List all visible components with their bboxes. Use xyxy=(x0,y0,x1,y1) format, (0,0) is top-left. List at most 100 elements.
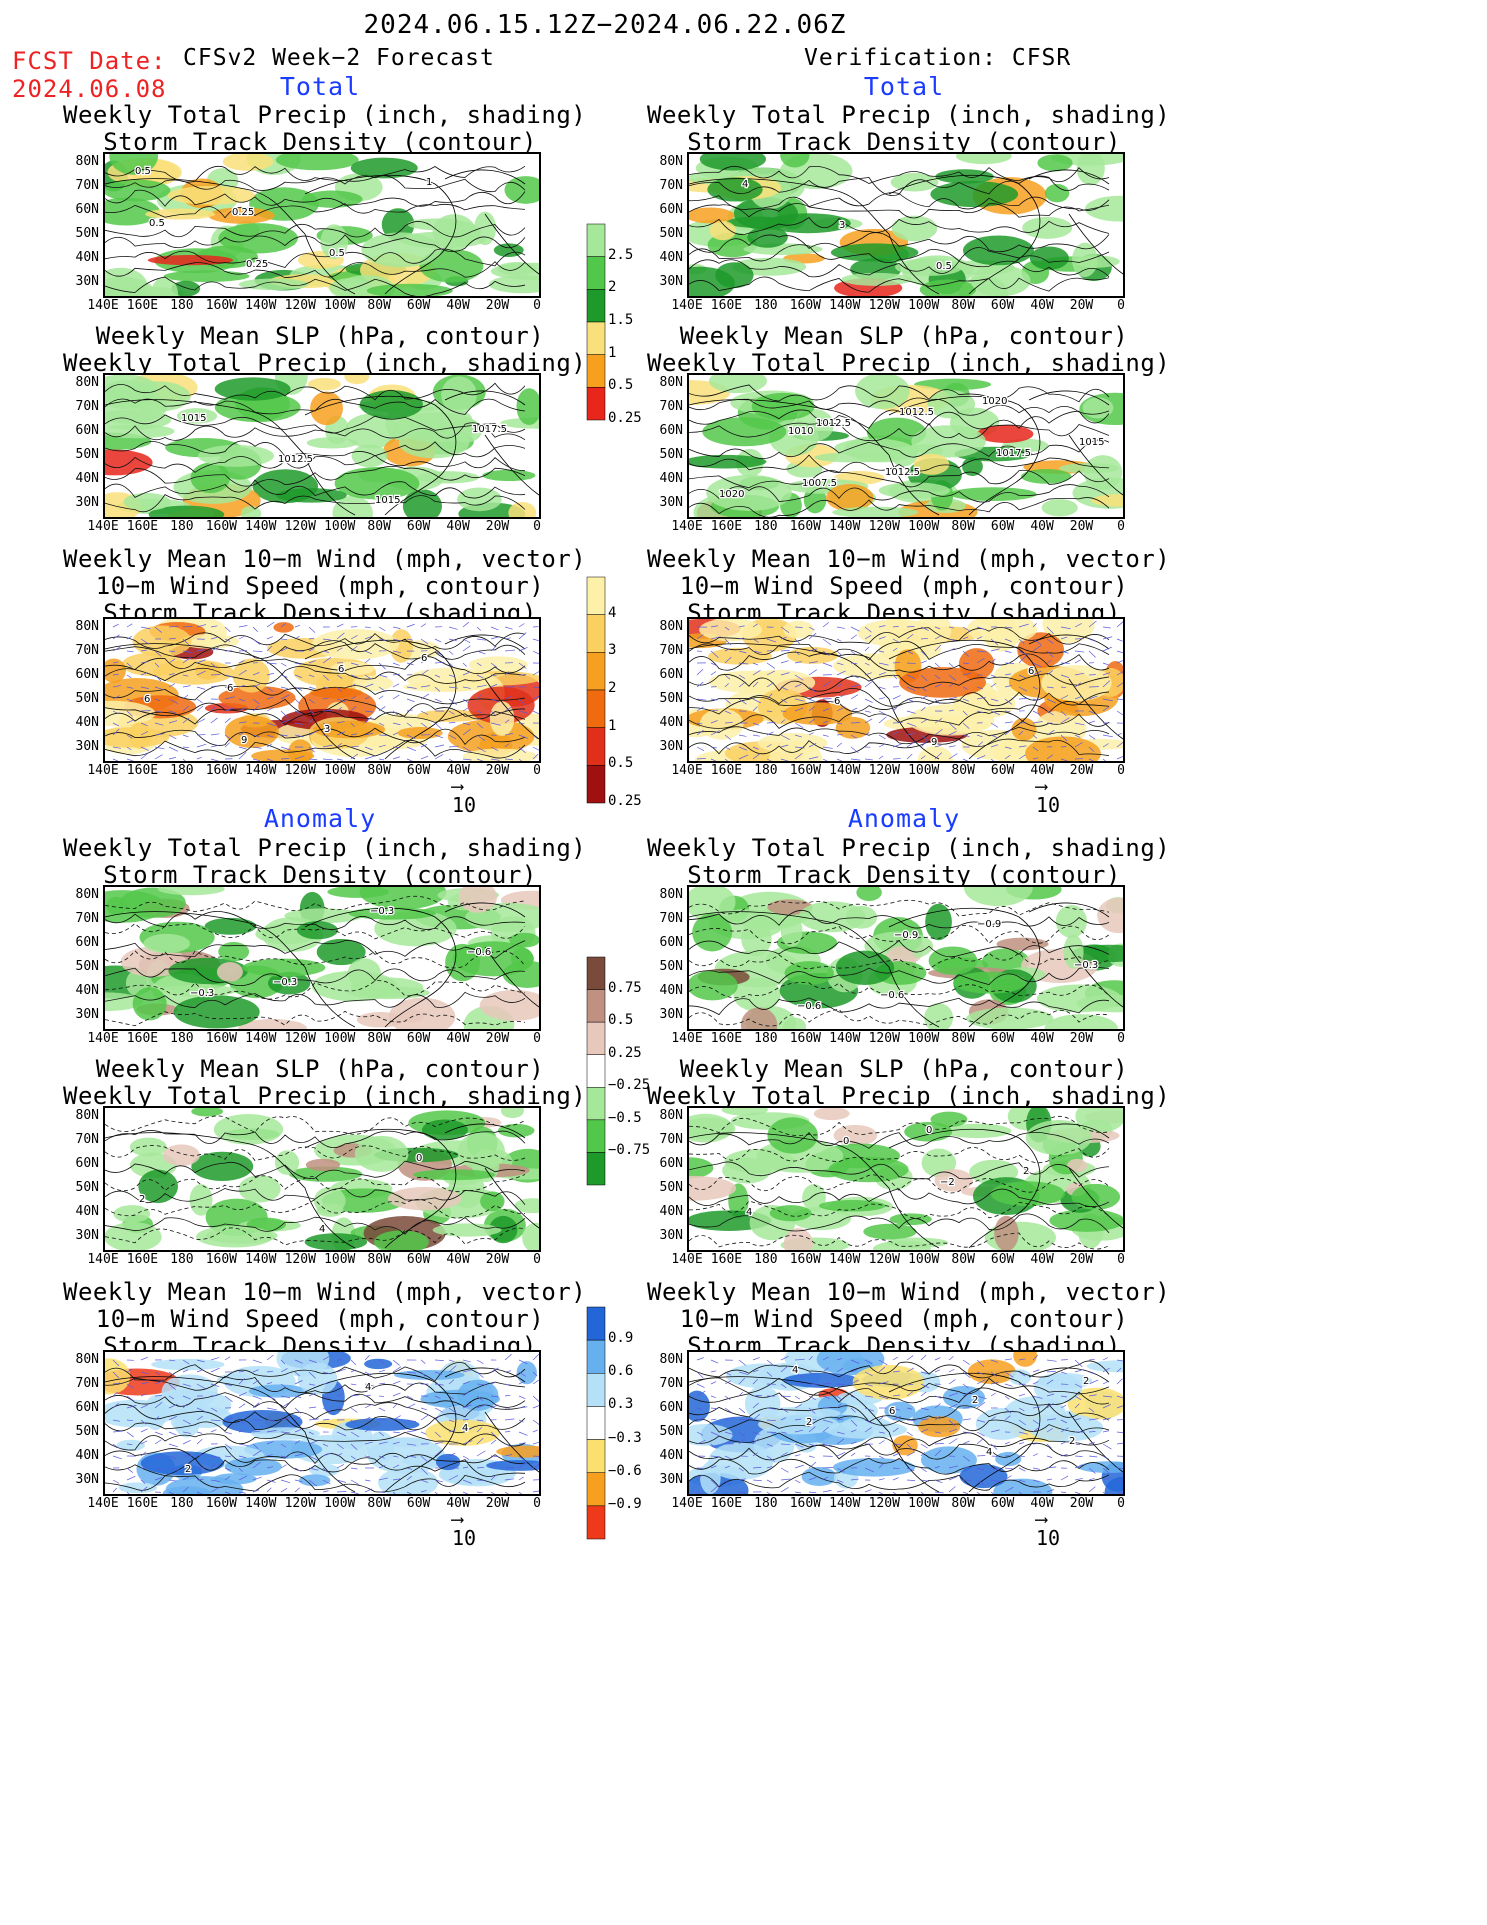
colorbar-label: 0.75 xyxy=(608,979,642,996)
map-field: −0.6 −0.9 −0.3 −0.6 −0.9 xyxy=(689,887,1123,1029)
lon-label: 40W xyxy=(1030,519,1054,534)
lon-label: 40W xyxy=(1030,1252,1054,1267)
lat-label: 50N xyxy=(659,1424,683,1439)
colorbar-label: 4 xyxy=(608,604,617,621)
lon-label: 160E xyxy=(710,1496,743,1511)
lon-label: 100W xyxy=(908,1496,940,1511)
lat-label: 80N xyxy=(659,1352,683,1367)
map-field: 6 9 6 xyxy=(689,619,1123,761)
lon-label: 20W xyxy=(485,763,510,778)
vector-reference: ⟶ 10 xyxy=(452,776,477,818)
lon-label: 140W xyxy=(829,298,861,313)
contour-label: 0 xyxy=(843,1136,849,1147)
lon-label: 120W xyxy=(868,1031,900,1046)
lon-label: 180 xyxy=(754,1252,778,1267)
colorbar-label: 2 xyxy=(608,279,617,296)
contour-label: 1020 xyxy=(719,489,744,500)
lon-label: 160W xyxy=(205,298,238,313)
panel-title-R2: Weekly Mean SLP (hPa, contour) Weekly Tot… xyxy=(647,322,1170,377)
colorbar-segment xyxy=(586,765,606,804)
map-field: 0.5 0.25 0.5 1 0.5 0.25 xyxy=(105,154,539,296)
lon-label: 140W xyxy=(829,1252,861,1267)
map-field: 4 4 2 xyxy=(105,1352,539,1494)
lon-label: 100W xyxy=(324,763,356,778)
lat-label: 30N xyxy=(659,739,683,754)
lon-label: 100W xyxy=(324,298,356,313)
right-anomaly-label: Anomaly xyxy=(847,804,961,833)
colorbar-label: 0.5 xyxy=(608,755,634,772)
lat-label: 30N xyxy=(659,1472,683,1487)
lon-label: 140W xyxy=(245,1496,277,1511)
lat-label: 70N xyxy=(75,911,99,926)
colorbar-label: −0.9 xyxy=(608,1495,642,1512)
lon-label: 20W xyxy=(1069,1031,1094,1046)
contour-label: −0.6 xyxy=(467,947,491,958)
lat-label: 30N xyxy=(75,1228,99,1243)
map-field: 2 2 4 6 4 2 2 xyxy=(689,1352,1123,1494)
panel-title-line: Weekly Mean SLP (hPa, contour) xyxy=(679,322,1129,350)
map-panel-R4: −0.6 −0.9 −0.3 −0.6 −0.9 xyxy=(687,885,1125,1031)
map-field: 430.5 xyxy=(689,154,1123,296)
contour-label: 0.25 xyxy=(246,259,268,270)
lon-label: 140W xyxy=(245,1031,277,1046)
panel-title-line: Weekly Total Precip (inch, shading) xyxy=(647,834,1171,862)
lat-label: 70N xyxy=(75,178,99,193)
lon-label: 60W xyxy=(990,1031,1015,1046)
contour-label: 2 xyxy=(1069,1436,1075,1447)
lat-label: 70N xyxy=(659,1376,683,1391)
vector-reference: ⟶ 10 xyxy=(1036,776,1061,818)
colorbar-segment xyxy=(586,652,606,691)
lon-label: 140E xyxy=(671,1031,703,1046)
colorbar-label: 0.25 xyxy=(608,410,642,426)
colorbar-segment xyxy=(586,1021,606,1055)
contour-label: 2 xyxy=(1023,1166,1029,1177)
lon-label: 40W xyxy=(1030,763,1054,778)
lat-label: 80N xyxy=(75,1108,99,1123)
lon-label: 100W xyxy=(908,763,940,778)
lon-label: 0 xyxy=(1117,519,1125,534)
colorbar-label: 0.9 xyxy=(608,1330,634,1347)
contour-label: 1015 xyxy=(375,495,400,506)
lat-label: 40N xyxy=(659,1448,683,1463)
lon-label: 0 xyxy=(1117,1252,1125,1267)
vector-reference-value: 10 xyxy=(452,793,477,817)
lon-label: 140E xyxy=(87,519,119,534)
lon-label: 80W xyxy=(951,1496,975,1511)
lon-label: 160W xyxy=(789,298,822,313)
contour-label: 1017.5 xyxy=(472,424,507,435)
lon-label: 140E xyxy=(671,298,703,313)
lon-label: 20W xyxy=(485,298,510,313)
lon-label: 0 xyxy=(533,1496,541,1511)
lon-label: 140W xyxy=(829,1496,861,1511)
map-panel-R2: 1010 1012.5 1020 1015 1007.5 1012.5 1017.5 1020… xyxy=(687,373,1125,519)
contour-label: −0.9 xyxy=(894,930,918,941)
lon-label: 80W xyxy=(951,519,975,534)
contour-label: 0 xyxy=(926,1125,932,1136)
contour-label: 1012.5 xyxy=(816,418,851,429)
contour-label: 4 xyxy=(742,179,748,190)
panel-title-line: Storm Track Density (contour) xyxy=(687,861,1121,889)
lon-label: 120W xyxy=(284,298,316,313)
lat-label: 60N xyxy=(659,1156,683,1171)
lon-label: 0 xyxy=(533,1031,541,1046)
panel-title-line: Weekly Mean 10−m Wind (mph, vector) xyxy=(63,1278,587,1306)
lon-label: 100W xyxy=(324,1496,356,1511)
panel-title-line: 10−m Wind Speed (mph, contour) xyxy=(95,1305,545,1333)
lat-label: 70N xyxy=(75,1376,99,1391)
contour-label: −0.9 xyxy=(977,919,1001,930)
lon-label: 160W xyxy=(789,1252,822,1267)
contour-label: 1012.5 xyxy=(278,454,313,465)
lat-label: 40N xyxy=(75,983,99,998)
panel-title-line: 10−m Wind Speed (mph, contour) xyxy=(679,572,1129,600)
lon-label: 140W xyxy=(245,1252,277,1267)
lat-label: 60N xyxy=(659,935,683,950)
lon-label: 120W xyxy=(284,519,316,534)
map-panel-R6: 2 2 4 6 4 2 2 xyxy=(687,1350,1125,1496)
colorbar-label: 2 xyxy=(608,680,617,696)
lat-label: 70N xyxy=(659,643,683,658)
lon-label: 120W xyxy=(868,1496,900,1511)
lat-label: 70N xyxy=(659,399,683,414)
colorbar-label: 0.5 xyxy=(608,1012,634,1029)
colorbar-label: 3 xyxy=(608,642,617,659)
lon-label: 160W xyxy=(789,763,822,778)
